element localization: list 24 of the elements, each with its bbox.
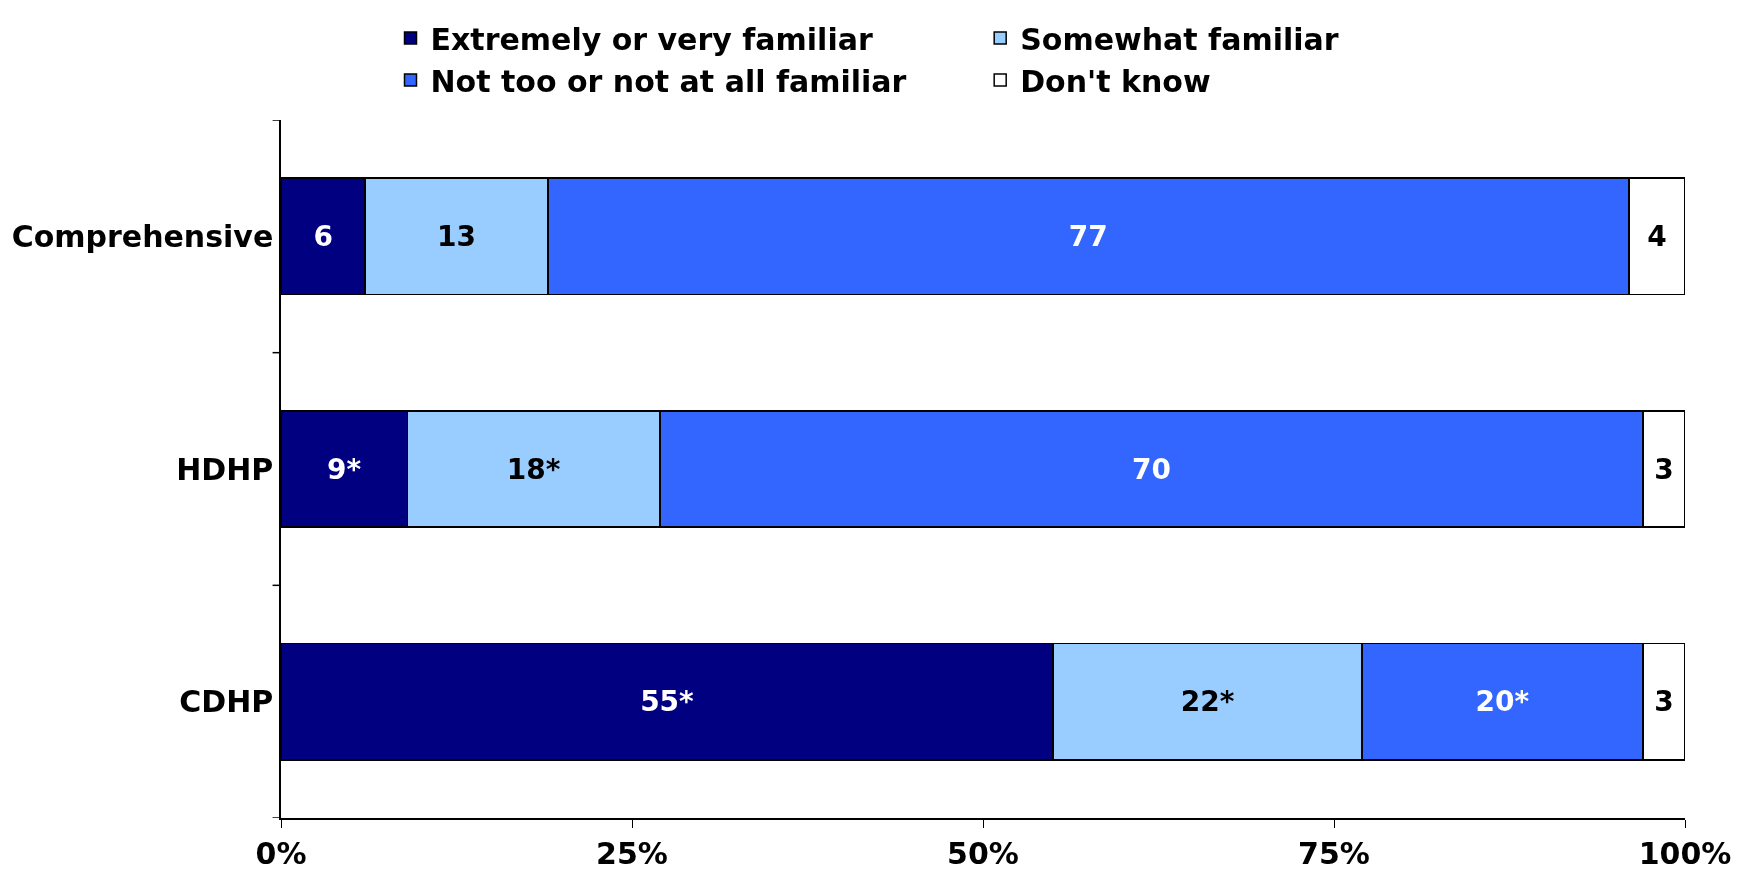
data-label: 20*: [1475, 685, 1530, 719]
data-label: 77: [1068, 219, 1108, 253]
y-tick-label: HDHP: [176, 451, 274, 487]
legend-label: Not too or not at all familiar: [430, 63, 907, 99]
x-tick-label: 100%: [1638, 835, 1732, 871]
data-label: 4: [1647, 219, 1667, 253]
data-label: 6: [313, 219, 333, 253]
x-tick-label: 0%: [255, 835, 307, 871]
data-label: 18*: [506, 452, 561, 486]
y-tick-label: CDHP: [179, 684, 274, 720]
x-tick-label: 50%: [947, 835, 1019, 871]
data-label: 22*: [1180, 685, 1235, 719]
data-label: 55*: [640, 685, 695, 719]
legend-label: Don't know: [1020, 63, 1211, 99]
data-label: 3: [1654, 685, 1674, 719]
data-label: 9*: [326, 452, 362, 486]
x-tick-label: 25%: [596, 835, 668, 871]
data-label: 13: [437, 219, 476, 253]
legend-label: Extremely or very familiar: [430, 21, 873, 57]
y-tick-label: Comprehensive: [11, 218, 274, 254]
data-label: 70: [1132, 452, 1171, 486]
legend-label: Somewhat familiar: [1020, 21, 1339, 57]
x-tick-label: 75%: [1298, 835, 1370, 871]
data-label: 3: [1654, 452, 1674, 486]
